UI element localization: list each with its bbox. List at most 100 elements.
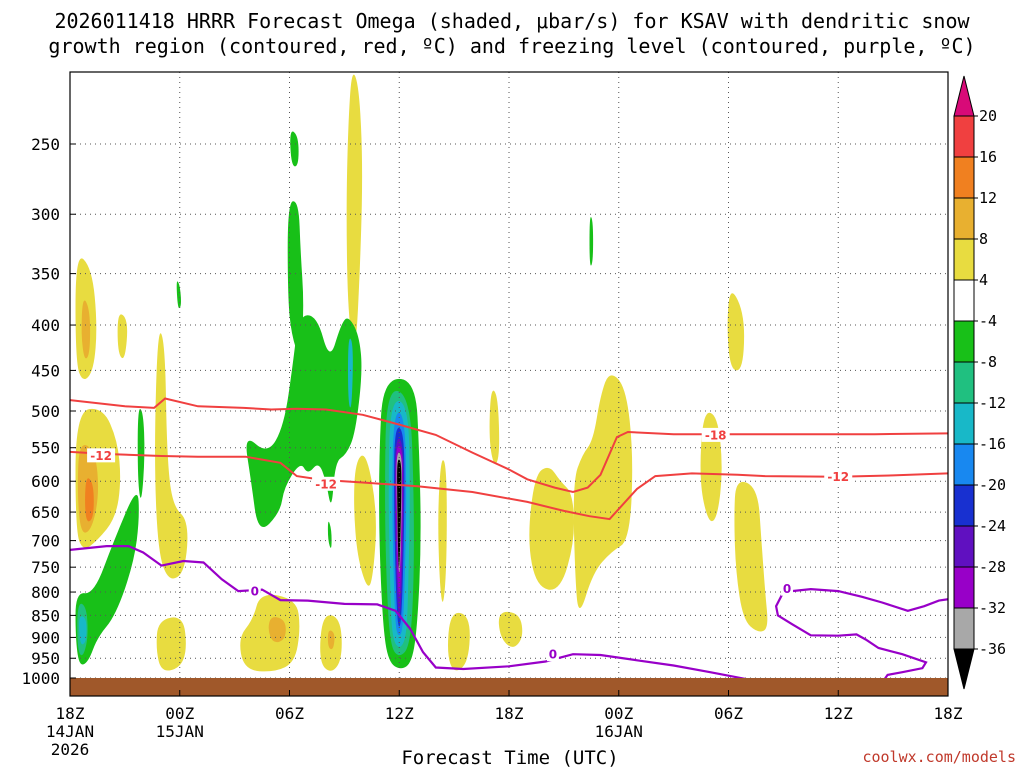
x-tick-date-30: 16JAN [595, 722, 643, 741]
contour-labels: -18 -12 -12 -12 0 0 0 [87, 427, 853, 662]
colorbar-label-11: -28 [979, 558, 1006, 576]
colorbar-segment-11 [953, 525, 975, 568]
colorbar-label-13: -36 [979, 640, 1006, 658]
freezing-contour-2 [783, 587, 948, 612]
grid-lines [70, 72, 948, 696]
colorbar-label-8: -16 [979, 435, 1006, 453]
omega-region-24 [137, 408, 145, 498]
colorbar-label-12: -32 [979, 599, 1006, 617]
y-tick-label-450: 450 [31, 361, 60, 380]
colorbar-label-2: 12 [979, 189, 997, 207]
omega-region-5 [85, 478, 94, 522]
omega-region-29 [327, 521, 332, 548]
omega-region-12 [346, 74, 363, 346]
dgz-contour-label-2-bg [87, 448, 116, 463]
y-tick-label-800: 800 [31, 583, 60, 602]
colorbar-segment-2 [953, 156, 975, 199]
colorbar-segment-12 [953, 566, 975, 609]
colorbar-bottom-triangle [953, 648, 975, 690]
y-tick-label-350: 350 [31, 265, 60, 284]
colorbar-segment-6 [953, 320, 975, 363]
freezing-contour-label-1: 0 [549, 648, 557, 662]
dgz-contour-label-0-bg [701, 427, 730, 442]
omega-region-19 [573, 375, 633, 608]
x-tick-date-0: 14JAN [46, 722, 94, 741]
dgz-contour-1 [70, 450, 948, 521]
omega-region-13 [354, 455, 376, 586]
colorbar-label-7: -12 [979, 394, 1006, 412]
colorbar-segment-9 [953, 443, 975, 486]
colorbar-segment-8 [953, 402, 975, 445]
x-tick-label-24: 18Z [495, 704, 524, 723]
colorbar-segment-7 [953, 361, 975, 404]
omega-region-21 [727, 293, 745, 371]
colorbar-label-0: 20 [979, 107, 997, 125]
y-tick-label-550: 550 [31, 439, 60, 458]
y-tick-label-600: 600 [31, 472, 60, 491]
colorbar-segment-4 [953, 238, 975, 281]
y-tick-label-500: 500 [31, 402, 60, 421]
x-tick-label-36: 06Z [714, 704, 743, 723]
omega-region-25 [176, 281, 181, 309]
x-tick-label-12: 06Z [275, 704, 304, 723]
omega-region-15 [448, 612, 470, 671]
omega-region-35 [348, 338, 353, 408]
y-tick-label-400: 400 [31, 316, 60, 335]
plot-area [70, 72, 948, 696]
y-tick-label-250: 250 [31, 135, 60, 154]
colorbar-segment-1 [953, 115, 975, 158]
x-tick-label-0: 18Z [56, 704, 85, 723]
y-tick-label-950: 950 [31, 649, 60, 668]
chart-title-line-1: 2026011418 HRRR Forecast Omega (shaded, … [54, 9, 970, 33]
colorbar-label-10: -24 [979, 517, 1006, 535]
dgz-contour-label-1-bg [824, 469, 853, 484]
colorbar-label-5: -4 [979, 312, 997, 330]
y-tick-label-900: 900 [31, 628, 60, 647]
omega-region-7 [156, 617, 186, 671]
omega-region-11 [327, 630, 335, 650]
x-tick-label-48: 18Z [934, 704, 963, 723]
dgz-contour-label-0: -18 [705, 428, 727, 442]
colorbar-top-triangle [953, 75, 975, 117]
omega-region-2 [117, 314, 128, 359]
omega-shading [75, 74, 768, 672]
x-axis-title: Forecast Time (UTC) [401, 747, 618, 768]
omega-region-23 [75, 494, 139, 665]
x-tick-year-0: 2026 [51, 740, 90, 759]
colorbar: 20 16 12 8 4 -4 -8 -12 -16 -20 -24 -28 -32 -36 [953, 75, 1006, 690]
omega-region-27 [287, 201, 304, 353]
freezing-contour-label-1-bg [546, 647, 559, 662]
omega-region-26 [290, 131, 299, 167]
omega-region-16 [489, 390, 500, 464]
colorbar-segment-13 [953, 607, 975, 650]
colorbar-label-3: 8 [979, 230, 988, 248]
credit-text: coolwx.com/models [862, 748, 1016, 766]
freezing-contour-label-2: 0 [783, 582, 791, 596]
freezing-contour-label-0-bg [248, 584, 261, 599]
dgz-contour-label-2: -12 [90, 449, 112, 463]
y-tick-label-300: 300 [31, 205, 60, 224]
colorbar-label-4: 4 [979, 271, 988, 289]
freezing-contour-label-0: 0 [251, 585, 259, 599]
dgz-contour-label-3: -12 [315, 477, 337, 491]
colorbar-label-1: 16 [979, 148, 997, 166]
omega-region-30 [589, 217, 594, 266]
dgz-contour-0 [70, 397, 948, 494]
y-tick-label-650: 650 [31, 503, 60, 522]
y-tick-label-700: 700 [31, 532, 60, 551]
omega-region-22 [734, 481, 768, 632]
colorbar-segment-5 [953, 279, 975, 322]
omega-region-18 [529, 467, 575, 590]
omega-region-42 [397, 459, 402, 568]
omega-region-34 [79, 616, 87, 645]
dendritic-growth-contours [70, 397, 948, 521]
colorbar-segment-10 [953, 484, 975, 527]
x-tick-label-42: 12Z [824, 704, 853, 723]
x-tick-label-6: 00Z [165, 704, 194, 723]
omega-region-9 [268, 617, 286, 643]
omega-region-17 [498, 611, 523, 647]
dgz-contour-label-3-bg [312, 476, 341, 491]
x-tick-label-30: 00Z [604, 704, 633, 723]
